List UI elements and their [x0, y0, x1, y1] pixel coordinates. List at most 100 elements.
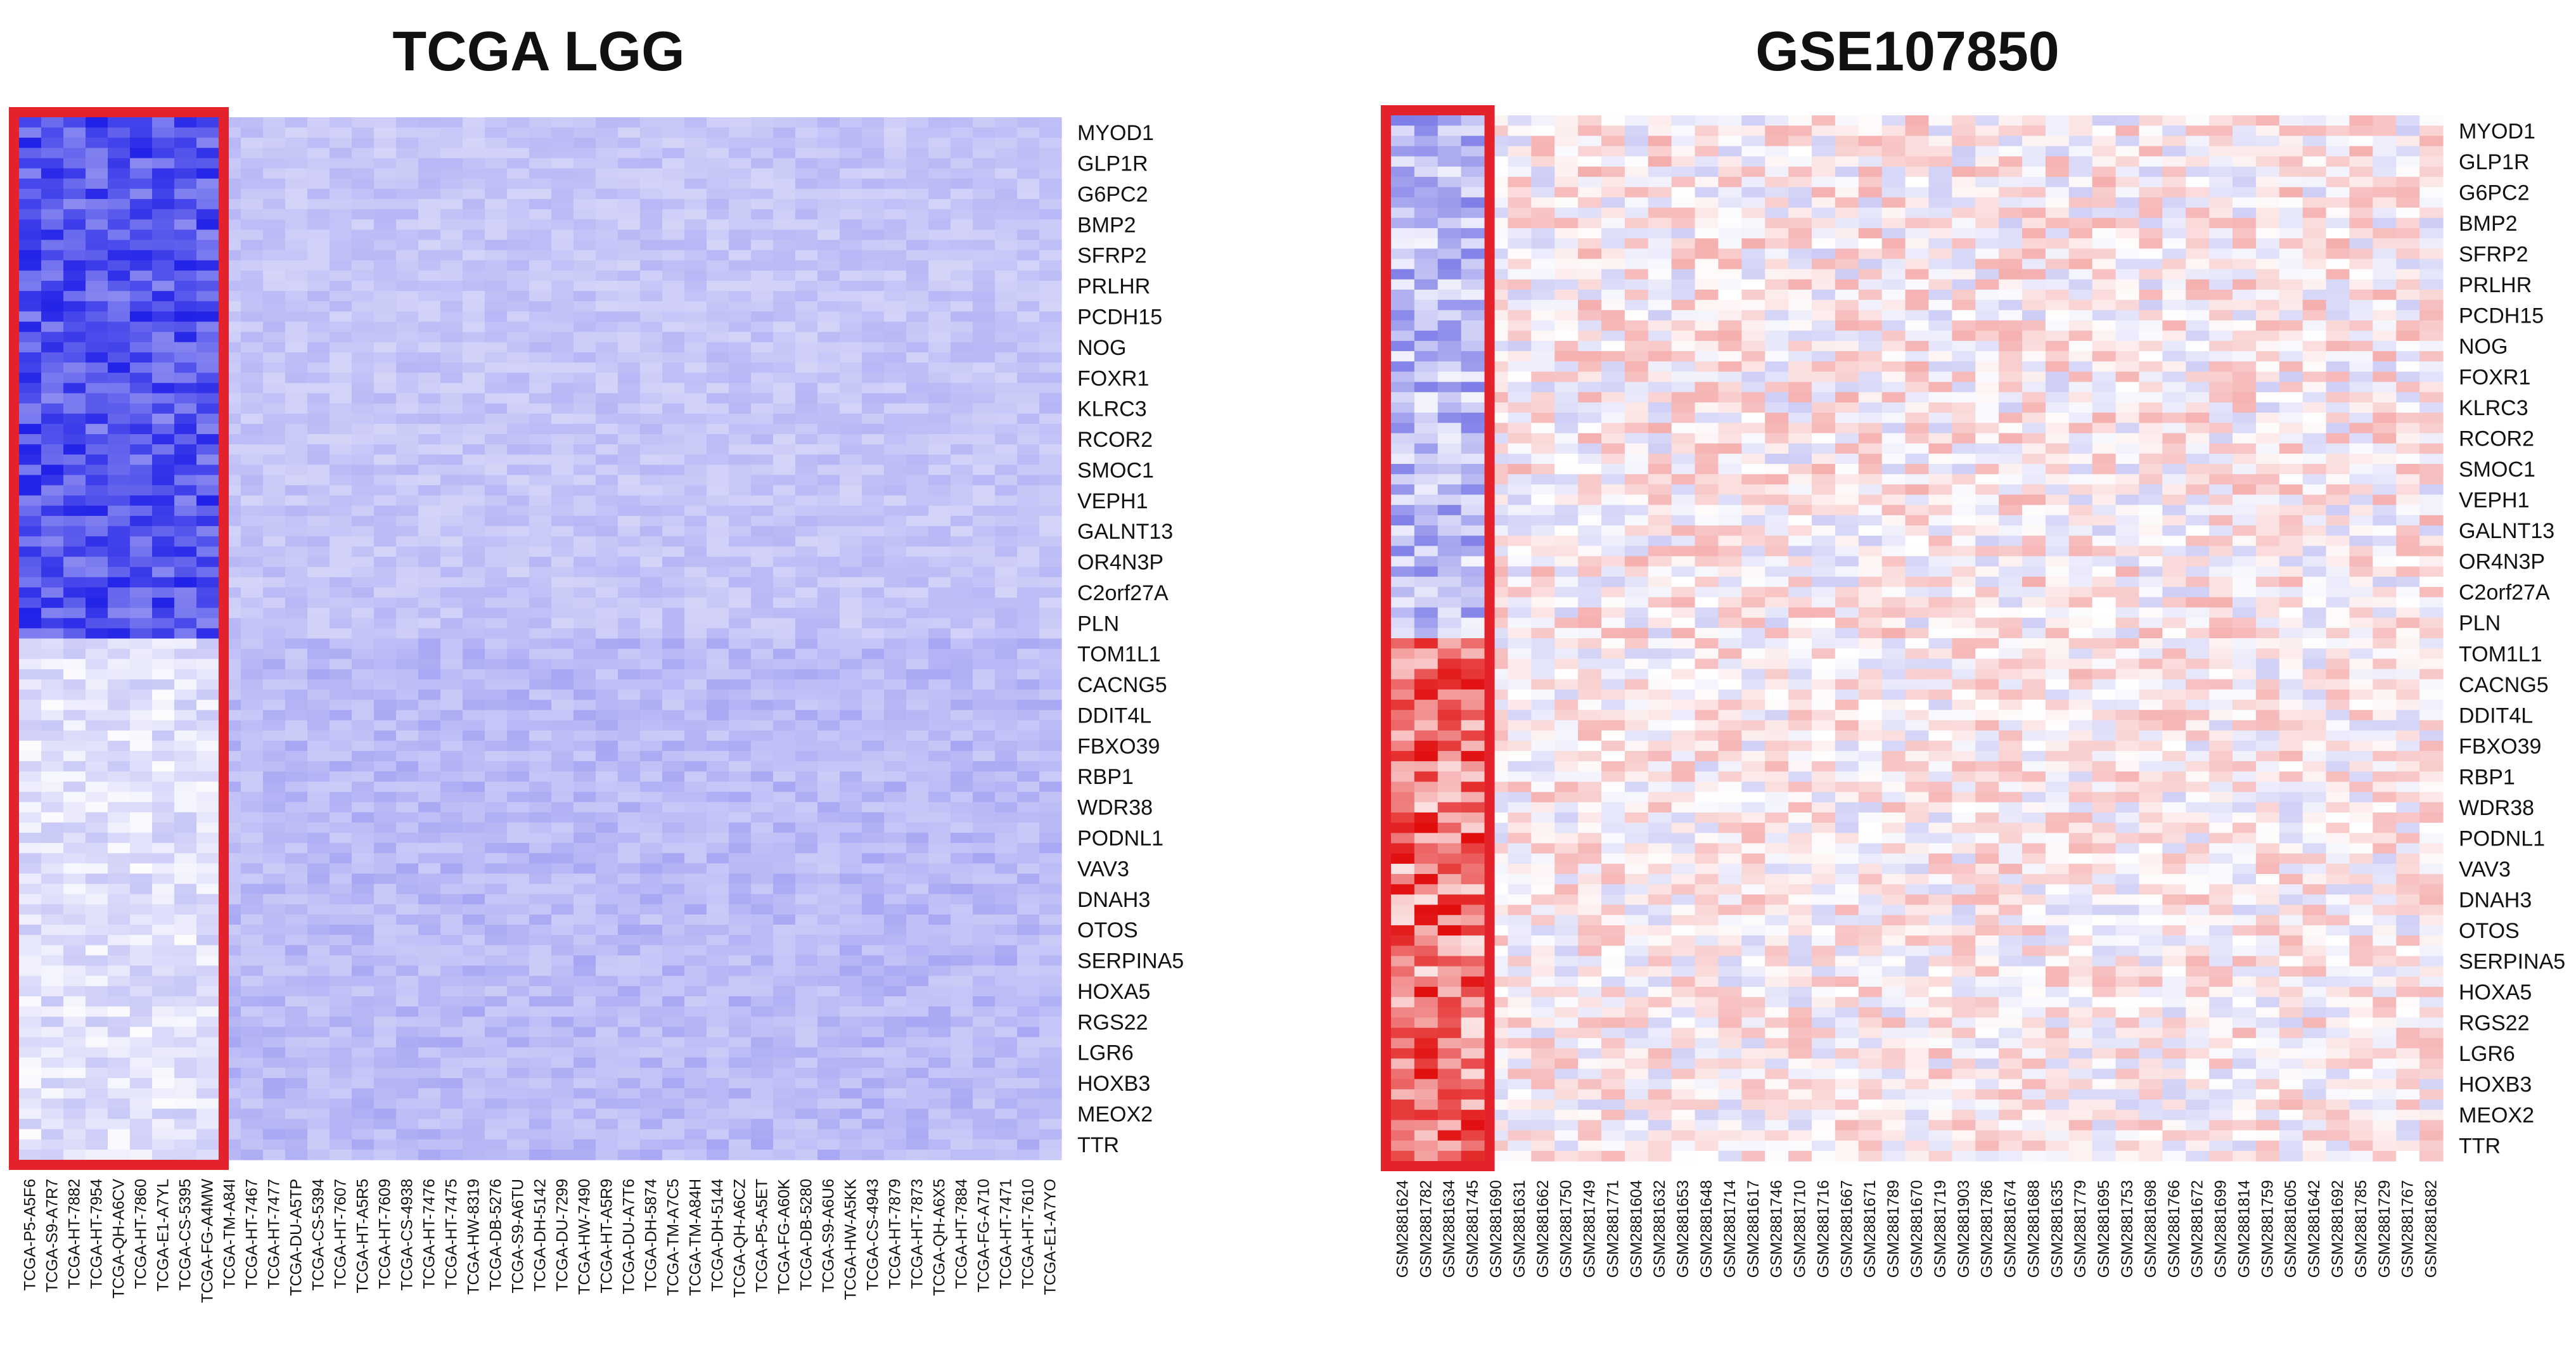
heatmap-cell — [551, 761, 574, 772]
heatmap-cell — [241, 229, 264, 241]
heatmap-cell — [862, 679, 885, 690]
heatmap-cell — [485, 546, 508, 558]
heatmap-cell — [352, 1067, 375, 1079]
heatmap-cell — [574, 853, 596, 864]
sample-label: TCGA-DU-7299 — [554, 1179, 572, 1292]
heatmap-cell — [374, 485, 397, 496]
heatmap-cell — [773, 781, 796, 793]
heatmap-cell — [41, 720, 64, 731]
heatmap-cell — [108, 1037, 131, 1048]
heatmap-cell — [463, 393, 485, 404]
heatmap-cell — [795, 567, 818, 578]
heatmap-cell — [352, 1017, 375, 1027]
heatmap-cell — [196, 495, 219, 506]
heatmap-cell — [817, 771, 840, 782]
heatmap-cell — [751, 822, 774, 833]
heatmap-cell — [684, 628, 707, 639]
heatmap-cell — [19, 301, 42, 312]
heatmap-cell — [174, 996, 197, 1007]
heatmap-cell — [596, 515, 618, 527]
heatmap-cell — [396, 843, 419, 854]
heatmap-cell — [928, 843, 951, 854]
heatmap-cell — [1461, 115, 1485, 126]
heatmap-cell — [374, 383, 397, 394]
heatmap-cell — [19, 342, 42, 353]
heatmap-cell — [130, 433, 153, 445]
heatmap-cell — [307, 781, 330, 793]
heatmap-cell — [817, 536, 840, 547]
heatmap-cell — [551, 1108, 574, 1120]
heatmap-cell — [41, 781, 64, 793]
heatmap-cell — [884, 383, 907, 394]
heatmap-cell — [352, 628, 375, 639]
heatmap-cell — [1788, 136, 1812, 147]
heatmap-cell — [640, 546, 663, 558]
heatmap-cell — [662, 863, 685, 875]
heatmap-cell — [729, 730, 752, 742]
heatmap-cell — [973, 536, 996, 547]
heatmap-cell — [174, 1129, 197, 1140]
heatmap-cell — [817, 781, 840, 793]
heatmap-cell — [63, 843, 86, 854]
heatmap-cell — [396, 567, 419, 578]
heatmap-cell — [951, 658, 973, 670]
heatmap-cell — [1017, 127, 1040, 138]
heatmap-cell — [529, 1088, 552, 1099]
heatmap-cell — [529, 577, 552, 588]
heatmap-cell — [152, 270, 175, 281]
heatmap-cell — [196, 1006, 219, 1017]
heatmap-cell — [152, 178, 175, 189]
heatmap-cell — [928, 628, 951, 639]
heatmap-cell — [352, 1037, 375, 1048]
heatmap-cell — [19, 618, 42, 629]
heatmap-cell — [751, 802, 774, 813]
heatmap-cell — [374, 1006, 397, 1017]
heatmap-cell — [330, 873, 352, 885]
heatmap-cell — [1039, 383, 1062, 394]
heatmap-cell — [817, 117, 840, 128]
heatmap-cell — [729, 403, 752, 414]
heatmap-cell — [63, 1108, 86, 1120]
heatmap-cell — [840, 127, 862, 138]
heatmap-cell — [2302, 115, 2327, 126]
heatmap-cell — [773, 1027, 796, 1038]
heatmap-cell — [440, 342, 463, 353]
heatmap-cell — [840, 679, 862, 690]
heatmap-cell — [662, 730, 685, 742]
heatmap-cell — [529, 219, 552, 230]
heatmap-cell — [662, 1057, 685, 1069]
heatmap-cell — [174, 1119, 197, 1130]
heatmap-cell — [352, 188, 375, 200]
heatmap-cell — [640, 556, 663, 568]
heatmap-cell — [41, 188, 64, 200]
heatmap-cell — [241, 658, 264, 670]
heatmap-cell — [440, 444, 463, 455]
heatmap-cell — [485, 843, 508, 854]
heatmap-cell — [374, 883, 397, 895]
heatmap-cell — [551, 546, 574, 558]
heatmap-cell — [440, 209, 463, 220]
heatmap-cell — [374, 1149, 397, 1160]
heatmap-cell — [86, 720, 108, 731]
heatmap-cell — [463, 423, 485, 435]
heatmap-cell — [330, 986, 352, 997]
heatmap-cell — [995, 148, 1018, 159]
heatmap-cell — [285, 260, 308, 271]
heatmap-cell — [1741, 125, 1765, 136]
heatmap-cell — [995, 168, 1018, 179]
heatmap-cell — [551, 638, 574, 650]
heatmap-cell — [418, 465, 441, 476]
heatmap-cell — [241, 690, 264, 700]
heatmap-cell — [618, 199, 641, 210]
heatmap-cell — [574, 260, 596, 271]
heatmap-cell — [662, 219, 685, 230]
heatmap-cell — [618, 812, 641, 823]
heatmap-cell — [1718, 125, 1742, 136]
heatmap-cell — [529, 475, 552, 486]
heatmap-cell — [574, 291, 596, 302]
heatmap-cell — [63, 1088, 86, 1099]
heatmap-cell — [130, 1037, 153, 1048]
heatmap-cell — [108, 526, 131, 537]
heatmap-cell — [817, 658, 840, 670]
heatmap-cell — [174, 608, 197, 619]
